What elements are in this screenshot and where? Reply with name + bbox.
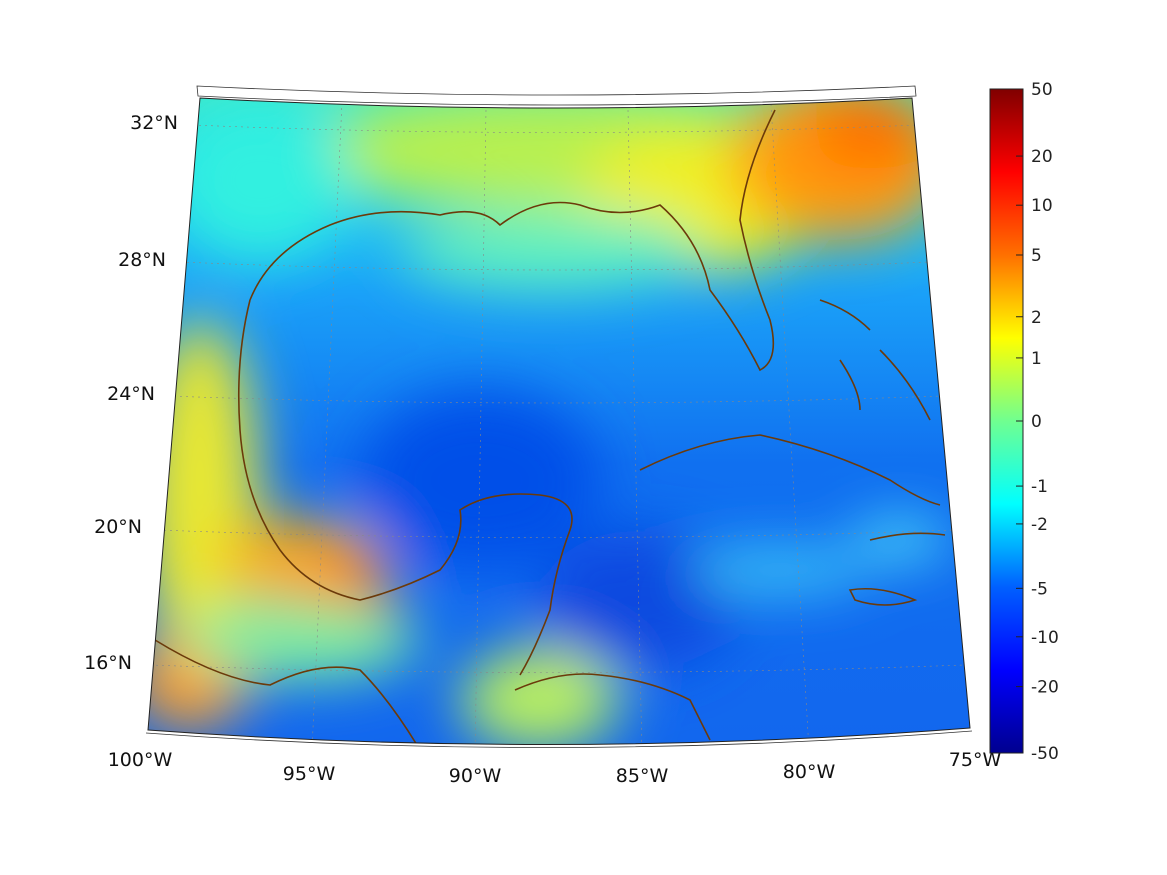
colorbar-tick-label: 0 bbox=[1031, 412, 1042, 432]
lat-label: 28°N bbox=[118, 249, 166, 271]
graticule bbox=[149, 101, 965, 745]
colorbar-tick-label: -1 bbox=[1031, 477, 1048, 497]
colorbar-tick-label: -20 bbox=[1031, 678, 1059, 698]
lon-label: 100°W bbox=[108, 749, 173, 771]
lat-label: 16°N bbox=[84, 652, 132, 674]
data-field bbox=[148, 98, 970, 745]
lon-label: 90°W bbox=[449, 765, 502, 787]
colorbar-tick-label: 10 bbox=[1031, 196, 1053, 216]
colorbar-tick-label: 20 bbox=[1031, 147, 1053, 167]
coastline bbox=[154, 109, 946, 745]
lon-label: 85°W bbox=[616, 765, 669, 787]
lat-label: 24°N bbox=[107, 383, 155, 405]
frame-border-top bbox=[196, 85, 917, 106]
colorbar-tick-label: 50 bbox=[1031, 80, 1053, 100]
colorbar-tick-label: -10 bbox=[1031, 628, 1059, 648]
colorbar-tick-label: 5 bbox=[1031, 246, 1042, 266]
lon-label: 75°W bbox=[949, 749, 1002, 771]
longitude-labels: 100°W 95°W 90°W 85°W 80°W 75°W bbox=[108, 749, 1002, 787]
colorbar-tick-label: -50 bbox=[1031, 744, 1059, 764]
colorbar-tick-label: 2 bbox=[1031, 308, 1042, 328]
lat-label: 32°N bbox=[130, 112, 178, 134]
colorbar-tick-label: -2 bbox=[1031, 515, 1048, 535]
lon-label: 80°W bbox=[783, 761, 836, 783]
colorbar-tick-label: -5 bbox=[1031, 579, 1048, 599]
lat-label: 20°N bbox=[94, 516, 142, 538]
lon-label: 95°W bbox=[283, 763, 336, 785]
frame-border-bottom bbox=[145, 730, 973, 748]
map-frame bbox=[147, 97, 971, 746]
colorbar-tick-label: 1 bbox=[1031, 349, 1042, 369]
latitude-labels: 32°N 28°N 24°N 20°N 16°N bbox=[84, 112, 178, 674]
